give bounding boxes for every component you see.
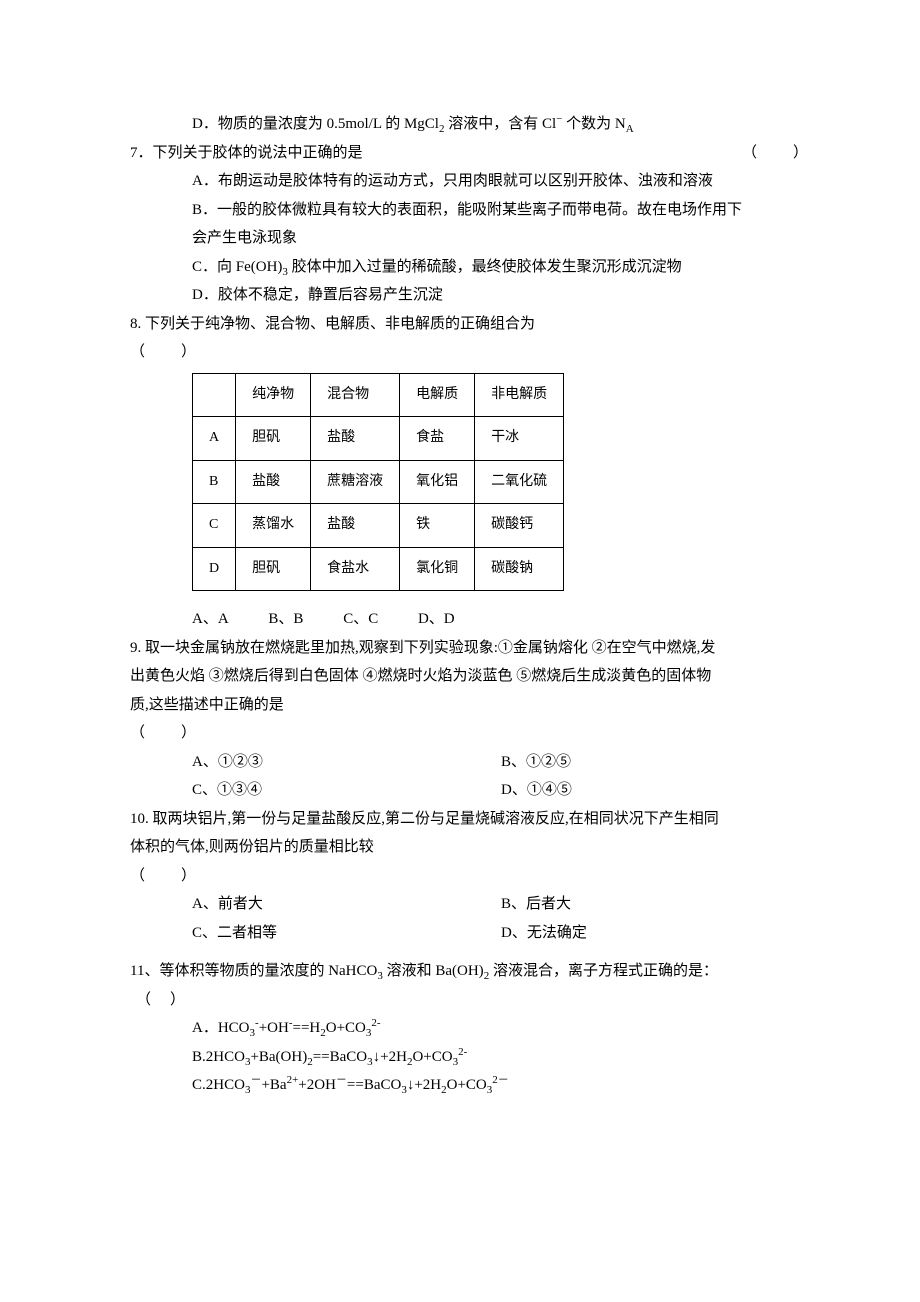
table-cell: D	[193, 547, 236, 591]
q10-option-a: A、前者大	[192, 890, 501, 919]
q11-paren: （ ）	[130, 986, 810, 1015]
q9-option-b: B、①②⑤	[501, 748, 810, 777]
q8-option-b: B、B	[268, 605, 303, 634]
table-header	[193, 373, 236, 417]
q8-paren: （ ）	[130, 338, 810, 367]
table-cell: 盐酸	[311, 417, 400, 461]
q7-option-d: D．胶体不稳定，静置后容易产生沉淀	[130, 281, 810, 310]
q10-options: A、前者大 B、后者大 C、二者相等 D、无法确定	[130, 890, 810, 947]
sub-a: A	[626, 123, 634, 135]
q10-option-d: D、无法确定	[501, 919, 810, 948]
q8-option-a: A、A	[192, 605, 229, 634]
q8-option-d: D、D	[418, 605, 455, 634]
q7-option-b-line2: 会产生电泳现象	[130, 224, 810, 253]
table-header-row: 纯净物 混合物 电解质 非电解质	[193, 373, 564, 417]
q9-option-c: C、①③④	[192, 776, 501, 805]
table-cell: 盐酸	[236, 460, 311, 504]
q6-d-text: D．物质的量浓度为 0.5mol/L 的 MgCl	[192, 116, 439, 132]
table-cell: 氧化铝	[400, 460, 475, 504]
sup-minus: −	[556, 113, 562, 125]
q7-stem: 7．下列关于胶体的说法中正确的是	[130, 139, 363, 168]
table-cell: C	[193, 504, 236, 548]
q11-stem-part1: 11、等体积等物质的量浓度的 NaHCO	[130, 963, 377, 979]
spacer	[130, 947, 810, 957]
q7-stem-line: 7．下列关于胶体的说法中正确的是 （ ）	[130, 139, 810, 168]
q9-option-d: D、①④⑤	[501, 776, 810, 805]
q11-stem-part3: 溶液混合，离子方程式正确的是：	[489, 963, 718, 979]
table-cell: 二氧化硫	[475, 460, 564, 504]
q10-option-c: C、二者相等	[192, 919, 501, 948]
table-cell: 蔗糖溶液	[311, 460, 400, 504]
table-cell: 胆矾	[236, 547, 311, 591]
table-cell: 胆矾	[236, 417, 311, 461]
q8-stem: 8. 下列关于纯净物、混合物、电解质、非电解质的正确组合为	[130, 310, 810, 339]
q9-paren: （ ）	[130, 719, 810, 748]
q8-table: 纯净物 混合物 电解质 非电解质 A 胆矾 盐酸 食盐 干冰 B 盐酸 蔗糖溶液…	[192, 373, 564, 592]
q11-option-c: C.2HCO3－+Ba2++2OH－==BaCO3↓+2H2O+CO32－	[192, 1071, 810, 1100]
q11-stem: 11、等体积等物质的量浓度的 NaHCO3 溶液和 Ba(OH)2 溶液混合，离…	[130, 957, 810, 986]
table-row: B 盐酸 蔗糖溶液 氧化铝 二氧化硫	[193, 460, 564, 504]
table-cell: 铁	[400, 504, 475, 548]
q6-option-d: D．物质的量浓度为 0.5mol/L 的 MgCl2 溶液中，含有 Cl− 个数…	[130, 110, 810, 139]
table-cell: 氯化铜	[400, 547, 475, 591]
q7-paren: （ ）	[742, 139, 810, 168]
table-cell: 碳酸钙	[475, 504, 564, 548]
q10-paren: （ ）	[130, 862, 810, 891]
table-cell: B	[193, 460, 236, 504]
table-header: 电解质	[400, 373, 475, 417]
table-cell: 食盐水	[311, 547, 400, 591]
table-header: 混合物	[311, 373, 400, 417]
q8-option-c: C、C	[343, 605, 378, 634]
sub-2: 2	[439, 123, 445, 135]
q10-stem-line2: 体积的气体,则两份铝片的质量相比较	[130, 833, 810, 862]
q9-option-a: A、①②③	[192, 748, 501, 777]
table-row: D 胆矾 食盐水 氯化铜 碳酸钠	[193, 547, 564, 591]
table-cell: A	[193, 417, 236, 461]
q11-options: A．HCO3-+OH-==H2O+CO32- B.2HCO3+Ba(OH)2==…	[130, 1014, 810, 1100]
table-cell: 盐酸	[311, 504, 400, 548]
table-header: 非电解质	[475, 373, 564, 417]
table-cell: 蒸馏水	[236, 504, 311, 548]
q7-c-head: C．向 Fe(OH)	[192, 259, 282, 275]
q7-option-b-line1: B．一般的胶体微粒具有较大的表面积，能吸附某些离子而带电荷。故在电场作用下	[130, 196, 810, 225]
table-row: A 胆矾 盐酸 食盐 干冰	[193, 417, 564, 461]
table-row: C 蒸馏水 盐酸 铁 碳酸钙	[193, 504, 564, 548]
table-header: 纯净物	[236, 373, 311, 417]
q10-stem-line1: 10. 取两块铝片,第一份与足量盐酸反应,第二份与足量烧碱溶液反应,在相同状况下…	[130, 805, 810, 834]
q8-options: A、A B、B C、C D、D	[130, 605, 810, 634]
q9-stem-line3: 质,这些描述中正确的是	[130, 691, 810, 720]
table-cell: 干冰	[475, 417, 564, 461]
q9-stem-line1: 9. 取一块金属钠放在燃烧匙里加热,观察到下列实验现象:①金属钠熔化 ②在空气中…	[130, 634, 810, 663]
table-cell: 碳酸钠	[475, 547, 564, 591]
q7-c-tail: 胶体中加入过量的稀硫酸，最终使胶体发生聚沉形成沉淀物	[288, 259, 682, 275]
q11-stem-part2: 溶液和 Ba(OH)	[383, 963, 484, 979]
q10-option-b: B、后者大	[501, 890, 810, 919]
q11-option-b: B.2HCO3+Ba(OH)2==BaCO3↓+2H2O+CO32-	[192, 1043, 810, 1072]
q7-option-c: C．向 Fe(OH)3 胶体中加入过量的稀硫酸，最终使胶体发生聚沉形成沉淀物	[130, 253, 810, 282]
q11-option-a: A．HCO3-+OH-==H2O+CO32-	[192, 1014, 810, 1043]
q9-stem-line2: 出黄色火焰 ③燃烧后得到白色固体 ④燃烧时火焰为淡蓝色 ⑤燃烧后生成淡黄色的固体…	[130, 662, 810, 691]
q7-option-a: A．布朗运动是胶体特有的运动方式，只用肉眼就可以区别开胶体、浊液和溶液	[130, 167, 810, 196]
table-cell: 食盐	[400, 417, 475, 461]
q9-options: A、①②③ B、①②⑤ C、①③④ D、①④⑤	[130, 748, 810, 805]
